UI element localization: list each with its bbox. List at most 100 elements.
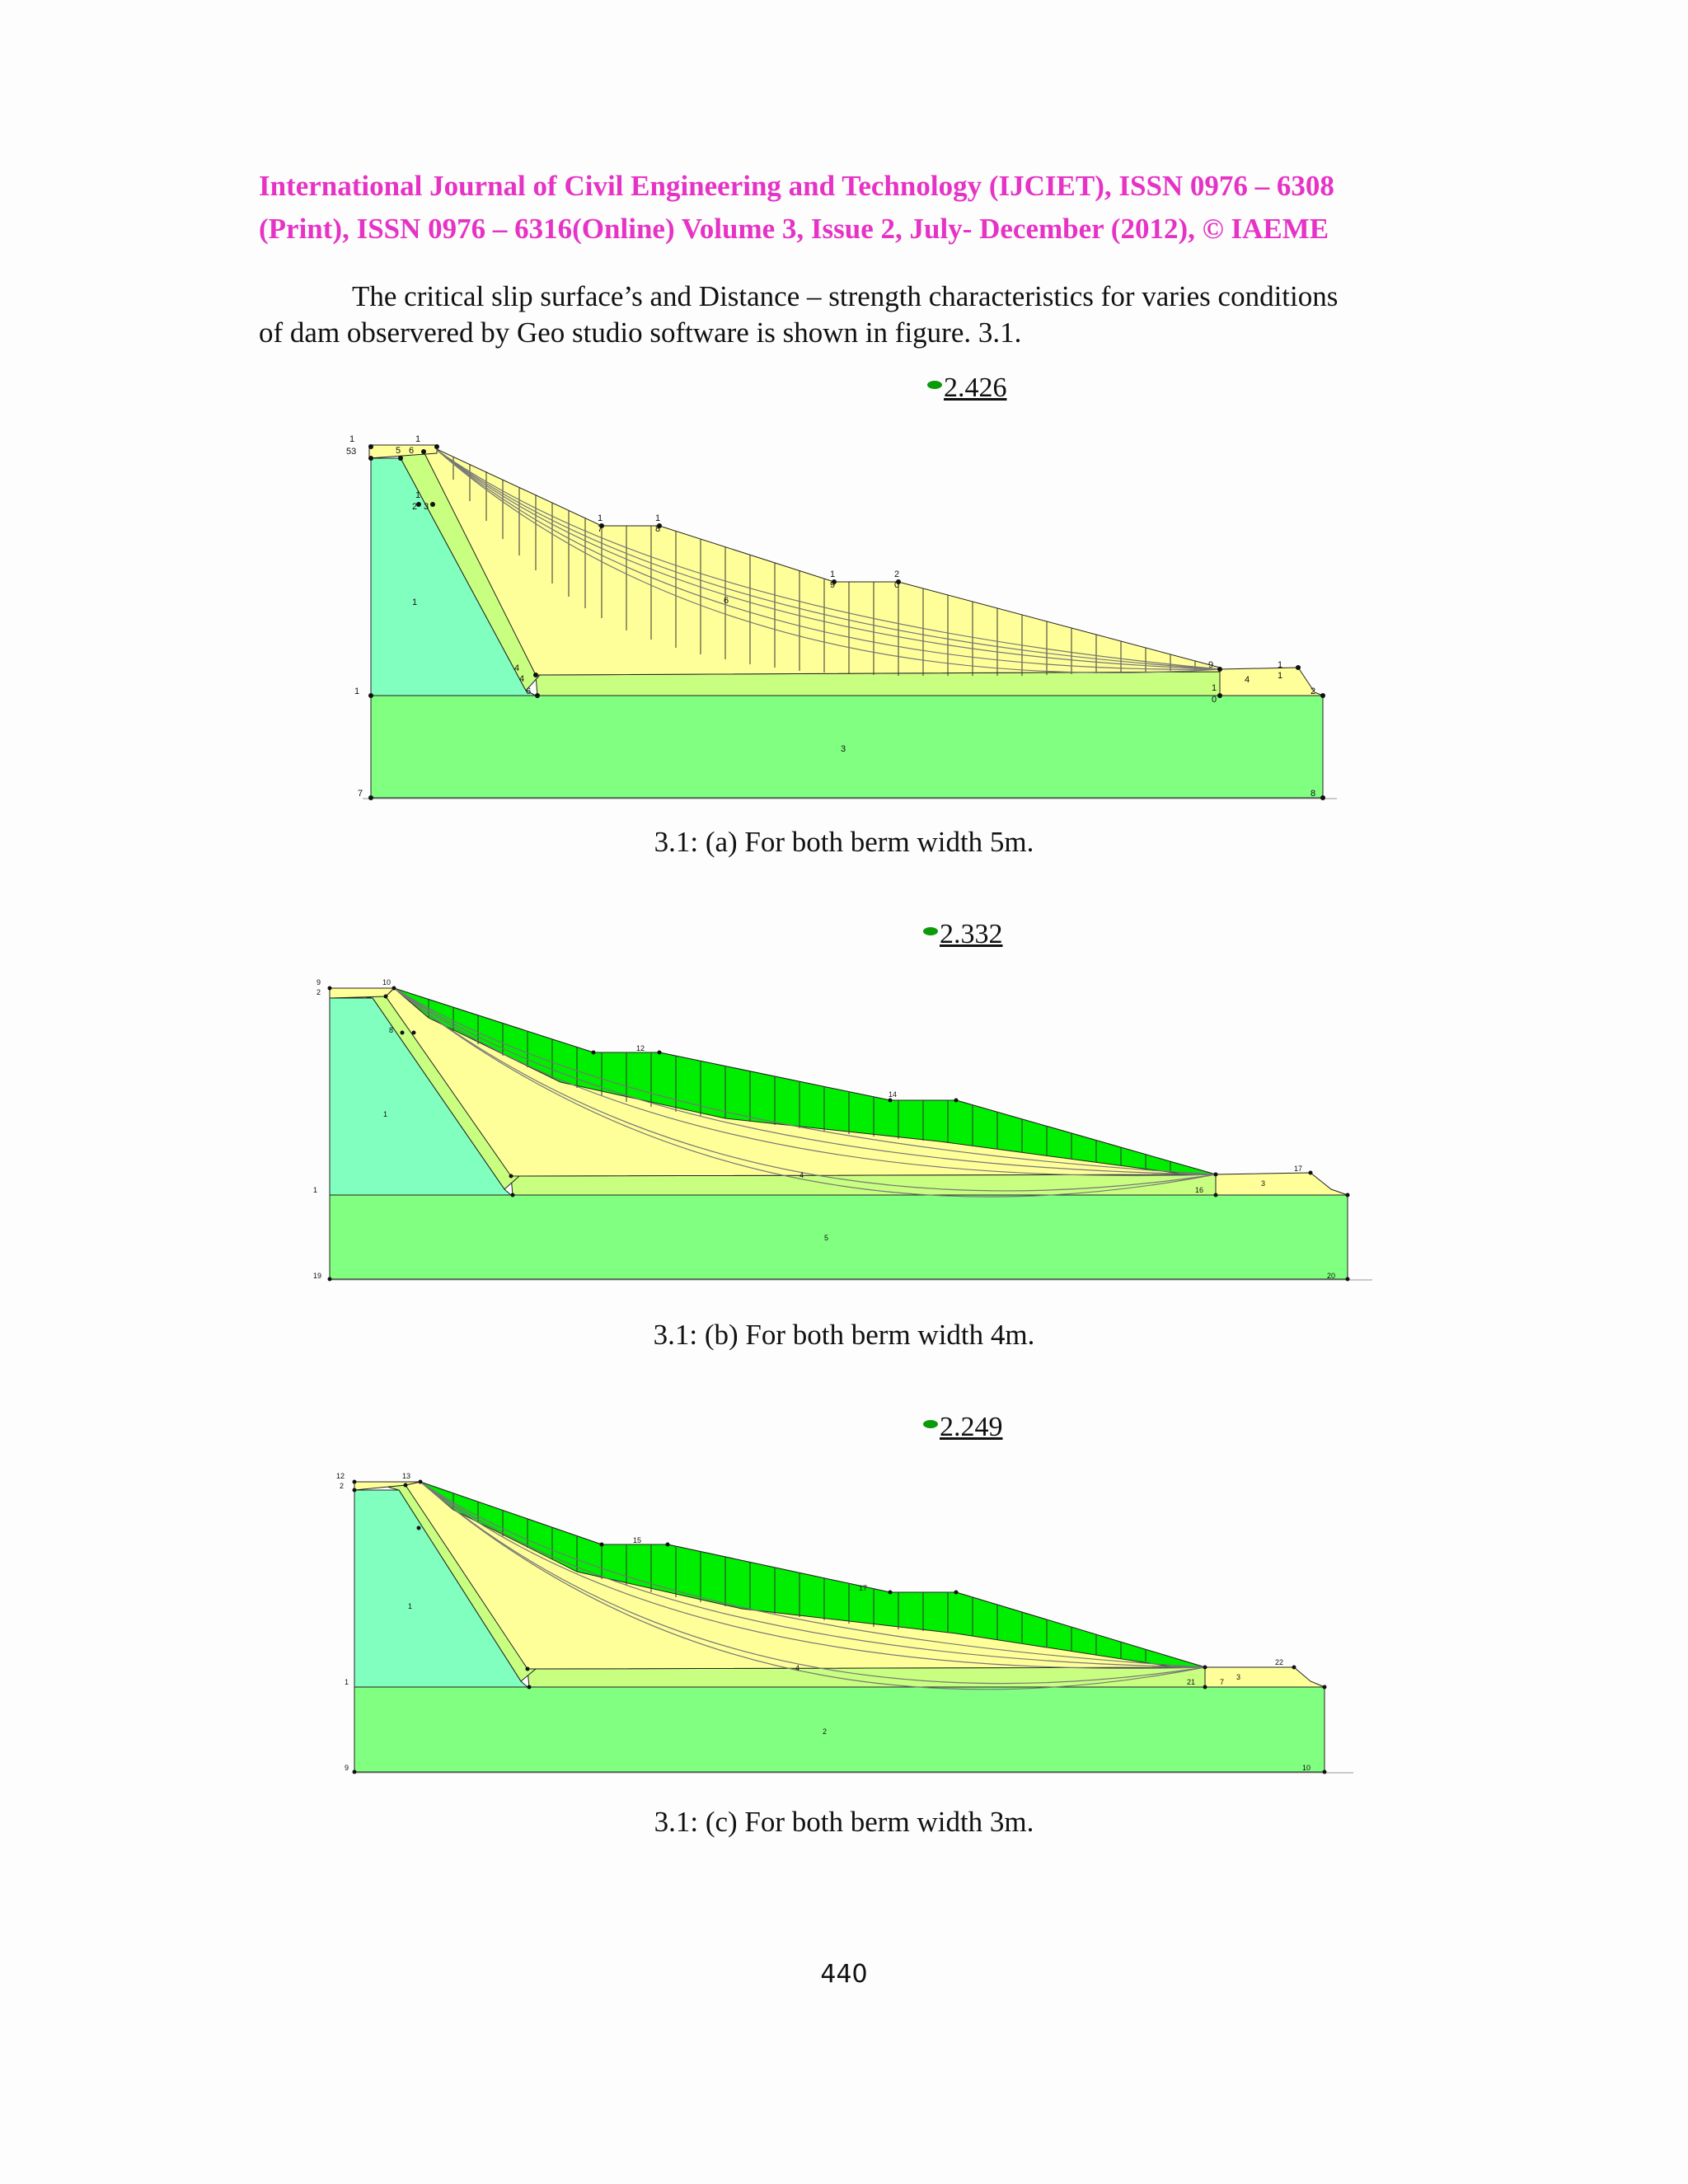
node-labels: 92 10 8 1 12 14 17 3 16 4 5 1 19 20 <box>313 978 1335 1280</box>
figure-b-svg: 92 10 8 1 12 14 17 3 16 4 5 1 19 20 <box>313 978 1372 1282</box>
slip-centre-icon <box>927 381 942 390</box>
foundation-region <box>370 695 1324 799</box>
slip-centre-icon <box>923 927 938 936</box>
svg-text:1: 1 <box>313 1186 317 1194</box>
factor-of-safety-c: 2.249 <box>923 1412 1003 1443</box>
slip-surfaces <box>420 1481 1206 1690</box>
svg-text:1: 1 <box>598 513 603 523</box>
journal-header-line-2: (Print), ISSN 0976 – 6316(Online) Volume… <box>259 213 1329 245</box>
node-labels: 153 5 611 2 31 718 192 069 114 104 461 137… <box>346 434 1315 799</box>
intro-line-2: of dam observered by Geo studio software… <box>259 316 1022 349</box>
foundation-region <box>354 1686 1325 1773</box>
svg-text:9: 9 <box>830 580 835 590</box>
svg-text:12: 12 <box>336 1472 345 1480</box>
svg-text:22: 22 <box>1275 1658 1283 1666</box>
svg-text:1: 1 <box>1278 660 1282 670</box>
svg-text:1: 1 <box>830 569 835 579</box>
caption-c: 3.1: (c) For both berm width 3m. <box>654 1806 1034 1838</box>
toe-berm <box>1215 1172 1348 1196</box>
svg-text:10: 10 <box>382 978 391 987</box>
svg-text:4: 4 <box>799 1171 804 1179</box>
svg-text:19: 19 <box>313 1272 321 1280</box>
svg-text:6: 6 <box>409 446 414 456</box>
svg-text:9: 9 <box>316 978 321 987</box>
svg-text:3: 3 <box>1261 1179 1265 1188</box>
svg-text:15: 15 <box>633 1536 641 1544</box>
svg-text:53: 53 <box>346 447 356 457</box>
core-region <box>329 997 513 1196</box>
svg-text:9: 9 <box>345 1764 349 1772</box>
svg-text:12: 12 <box>636 1044 645 1052</box>
svg-text:1: 1 <box>383 1110 387 1118</box>
factor-of-safety-a: 2.426 <box>927 373 1007 404</box>
svg-text:1: 1 <box>1212 683 1217 693</box>
svg-text:3: 3 <box>841 744 846 754</box>
svg-text:1: 1 <box>412 598 417 607</box>
svg-text:8: 8 <box>655 524 660 534</box>
svg-text:2: 2 <box>316 988 321 996</box>
svg-text:1: 1 <box>349 434 354 444</box>
figure-c-dam-section: 12 2 13 15 17 1 22 3 21 7 4 1 2 9 10 <box>330 1469 1368 1782</box>
crest-region <box>368 444 438 459</box>
slice-lines <box>452 1493 1146 1661</box>
factor-of-safety-b: 2.332 <box>923 919 1003 950</box>
svg-text:21: 21 <box>1187 1678 1195 1686</box>
svg-text:4: 4 <box>795 1664 799 1672</box>
svg-text:8: 8 <box>389 1026 393 1034</box>
svg-text:0: 0 <box>1212 695 1217 705</box>
svg-text:5: 5 <box>824 1234 828 1242</box>
svg-text:2: 2 <box>823 1727 827 1736</box>
svg-text:17: 17 <box>1294 1165 1302 1173</box>
page-number: 440 <box>820 1960 868 1989</box>
drain-region <box>527 1666 1206 1688</box>
svg-text:4: 4 <box>514 663 519 673</box>
journal-header: International Journal of Civil Engineeri… <box>259 165 1446 251</box>
intro-line-1: The critical slip surface’s and Distance… <box>352 280 1339 312</box>
svg-text:7: 7 <box>358 789 363 799</box>
svg-text:0: 0 <box>894 580 899 590</box>
figure-a-svg: 153 5 611 2 31 718 192 069 114 104 461 137… <box>346 434 1337 800</box>
slice-lines <box>428 1000 1171 1171</box>
svg-text:1: 1 <box>408 1602 412 1610</box>
node-points <box>368 444 1325 800</box>
drain-region <box>535 671 1221 696</box>
svg-text:14: 14 <box>889 1090 897 1099</box>
slip-centre-icon <box>923 1420 938 1429</box>
svg-text:2: 2 <box>894 569 899 579</box>
svg-text:1: 1 <box>1278 671 1282 681</box>
svg-text:4: 4 <box>519 674 524 684</box>
svg-text:17: 17 <box>859 1584 867 1592</box>
svg-text:1: 1 <box>415 434 420 444</box>
svg-text:5: 5 <box>396 446 401 456</box>
node-points <box>352 1479 1327 1774</box>
intro-paragraph: The critical slip surface’s and Distance… <box>259 279 1446 351</box>
svg-text:2: 2 <box>1311 687 1315 696</box>
core-region <box>370 457 537 696</box>
journal-header-line-1: International Journal of Civil Engineeri… <box>259 170 1334 202</box>
core-region <box>354 1489 529 1688</box>
foundation-region <box>329 1194 1348 1280</box>
svg-text:1: 1 <box>655 513 660 523</box>
svg-text:2: 2 <box>340 1482 344 1490</box>
svg-text:16: 16 <box>1195 1186 1203 1194</box>
caption-a: 3.1: (a) For both berm width 5m. <box>654 826 1034 858</box>
toe-berm <box>1219 667 1324 696</box>
node-points <box>327 986 1350 1282</box>
svg-text:20: 20 <box>1327 1272 1335 1280</box>
caption-b: 3.1: (b) For both berm width 4m. <box>653 1319 1035 1351</box>
svg-text:3: 3 <box>424 502 429 512</box>
svg-text:6: 6 <box>724 596 729 606</box>
svg-text:13: 13 <box>402 1472 410 1480</box>
toe-berm <box>1204 1666 1325 1688</box>
drain-region <box>510 1174 1217 1196</box>
svg-text:3: 3 <box>1236 1673 1240 1681</box>
svg-text:2: 2 <box>412 502 417 512</box>
svg-text:7: 7 <box>1220 1678 1224 1686</box>
slip-surfaces <box>436 449 1221 673</box>
svg-text:1: 1 <box>345 1678 349 1686</box>
figure-b-dam-section: 9 2 10 8 1 12 14 17 3 16 4 5 1 19 20 <box>313 977 1376 1286</box>
svg-text:9: 9 <box>1208 660 1213 670</box>
svg-text:6: 6 <box>526 687 531 696</box>
figure-c-svg: 12 2 13 15 17 1 22 3 21 7 4 1 2 9 10 <box>336 1472 1353 1774</box>
